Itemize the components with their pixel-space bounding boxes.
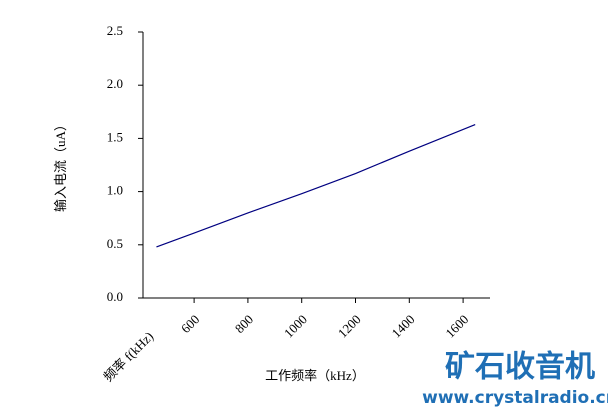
x-tick-label: 600 [178,312,202,336]
y-tick-label: 2.0 [107,76,123,91]
x-tick-label: 1200 [335,312,364,341]
watermark-url: www.crystalradio.cn [422,388,608,408]
y-tick-label: 0.5 [107,236,123,251]
x-tick-label: 1400 [389,312,418,341]
x-tick-label: 1000 [281,312,310,341]
watermark: 矿石收音机 [445,350,595,385]
x-tick-label: 1600 [442,312,471,341]
y-tick-label: 1.0 [107,183,123,198]
x-axis-note: 频率 f(kHz) [100,329,156,385]
y-axis-title: 输入电流（uA） [53,118,68,212]
line-series [156,124,476,248]
y-tick-label: 0.0 [107,289,123,304]
x-tick-label: 800 [232,312,256,336]
x-axis-title: 工作频率（kHz） [265,368,365,383]
y-tick-label: 2.5 [107,23,123,38]
y-tick-label: 1.5 [107,129,123,144]
